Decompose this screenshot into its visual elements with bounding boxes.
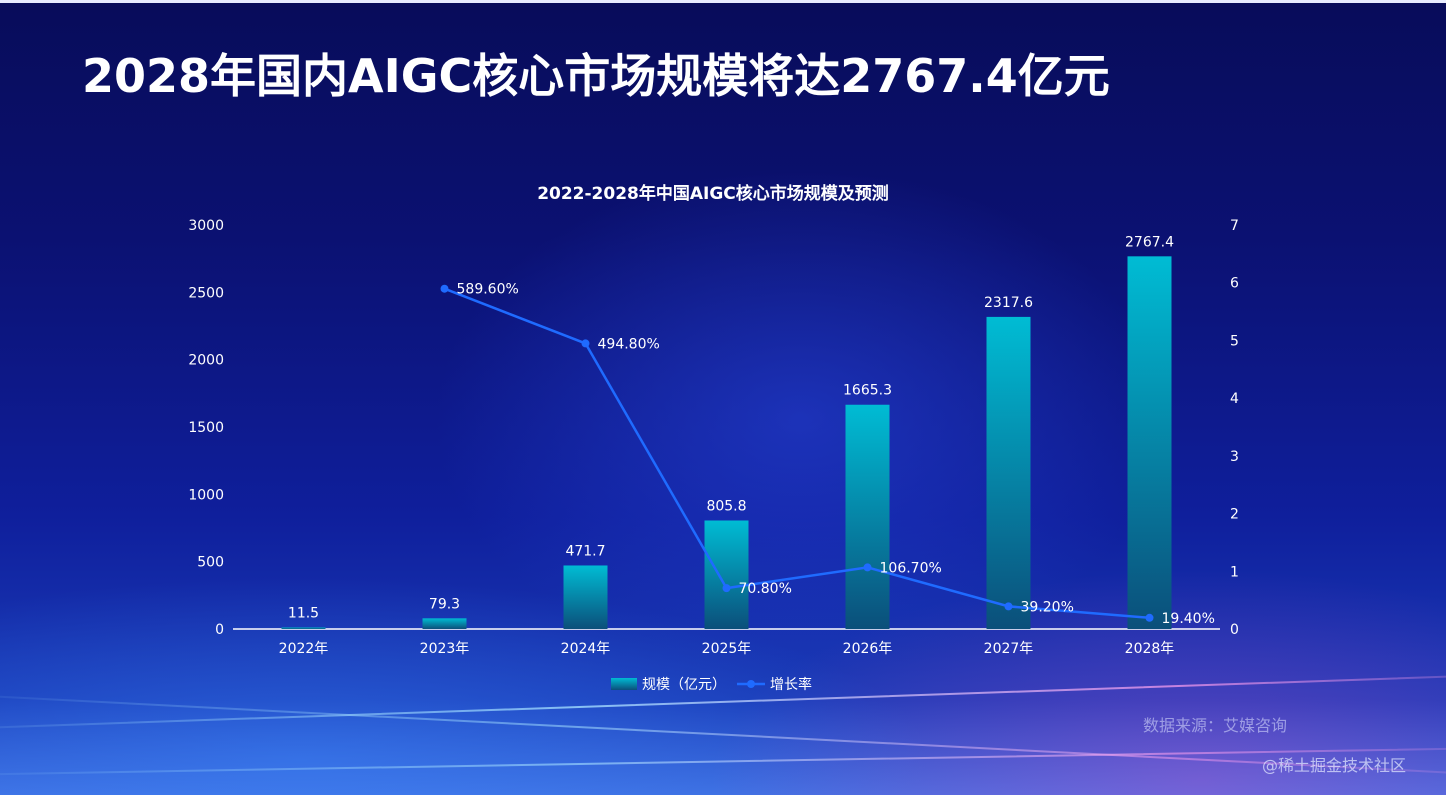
x-tick-label: 2027年 (984, 641, 1034, 657)
y-right-tick-label: 7 (1230, 218, 1239, 234)
growth-rate-label: 494.80% (598, 336, 660, 352)
bar-value-label: 1665.3 (843, 383, 892, 399)
growth-rate-point (440, 284, 449, 293)
legend-line-label: 增长率 (770, 676, 812, 693)
x-tick-label: 2028年 (1125, 641, 1175, 657)
growth-rate-point (1145, 613, 1154, 622)
bar (281, 627, 326, 629)
x-tick-label: 2026年 (843, 641, 893, 657)
y-left-tick-label: 500 (197, 555, 224, 571)
y-right-tick-label: 0 (1230, 622, 1239, 638)
bar-value-label: 2767.4 (1125, 234, 1174, 250)
x-tick-label: 2024年 (561, 641, 611, 657)
legend-line-marker (747, 680, 755, 688)
x-tick-label: 2022年 (279, 641, 329, 657)
bar-value-label: 805.8 (706, 498, 746, 514)
y-left-tick-label: 2000 (188, 353, 224, 369)
chart-title: 2022-2028年中国AIGC核心市场规模及预测 (537, 183, 889, 204)
growth-rate-label: 39.20% (1021, 599, 1074, 615)
bar (845, 404, 890, 629)
y-right-tick-label: 5 (1230, 333, 1239, 349)
bar-value-label: 79.3 (429, 596, 460, 612)
x-tick-label: 2023年 (420, 641, 470, 657)
watermark: @稀土掘金技术社区 (1262, 756, 1407, 775)
bar (1127, 256, 1172, 629)
bar-value-label: 471.7 (565, 543, 605, 559)
bar (704, 520, 749, 629)
y-left-tick-label: 2500 (188, 285, 224, 301)
growth-rate-point (581, 339, 590, 348)
data-source-note: 数据来源：艾媒咨询 (1143, 716, 1288, 735)
bar (422, 618, 467, 629)
top-border (0, 0, 1446, 3)
growth-rate-label: 19.40% (1162, 611, 1215, 627)
growth-rate-point (1004, 602, 1013, 611)
page-title: 2028年国内AIGC核心市场规模将达2767.4亿元 (82, 49, 1110, 103)
legend-bar-label: 规模（亿元） (642, 677, 726, 693)
y-right-tick-label: 6 (1230, 276, 1239, 292)
growth-rate-label: 70.80% (739, 581, 792, 597)
bar (563, 565, 608, 629)
y-right-tick-label: 3 (1230, 449, 1239, 465)
growth-rate-label: 106.70% (880, 560, 942, 576)
bar-value-label: 11.5 (288, 605, 319, 621)
y-left-tick-label: 1000 (188, 487, 224, 503)
growth-rate-point (863, 563, 872, 572)
y-left-tick-label: 0 (215, 622, 224, 638)
growth-rate-point (722, 584, 731, 593)
x-tick-label: 2025年 (702, 641, 752, 657)
chart-legend: 规模（亿元） 增长率 (611, 676, 812, 693)
bar (986, 316, 1031, 629)
y-right-tick-label: 4 (1230, 391, 1239, 407)
growth-rate-line (444, 287, 1150, 620)
legend-bar-swatch (611, 678, 637, 690)
y-left-tick-label: 3000 (188, 218, 224, 234)
y-right-tick-label: 1 (1230, 564, 1239, 580)
growth-rate-label: 589.60% (457, 282, 519, 298)
y-left-tick-label: 1500 (188, 420, 224, 436)
bar-value-label: 2317.6 (984, 295, 1033, 311)
y-right-tick-label: 2 (1230, 507, 1239, 523)
